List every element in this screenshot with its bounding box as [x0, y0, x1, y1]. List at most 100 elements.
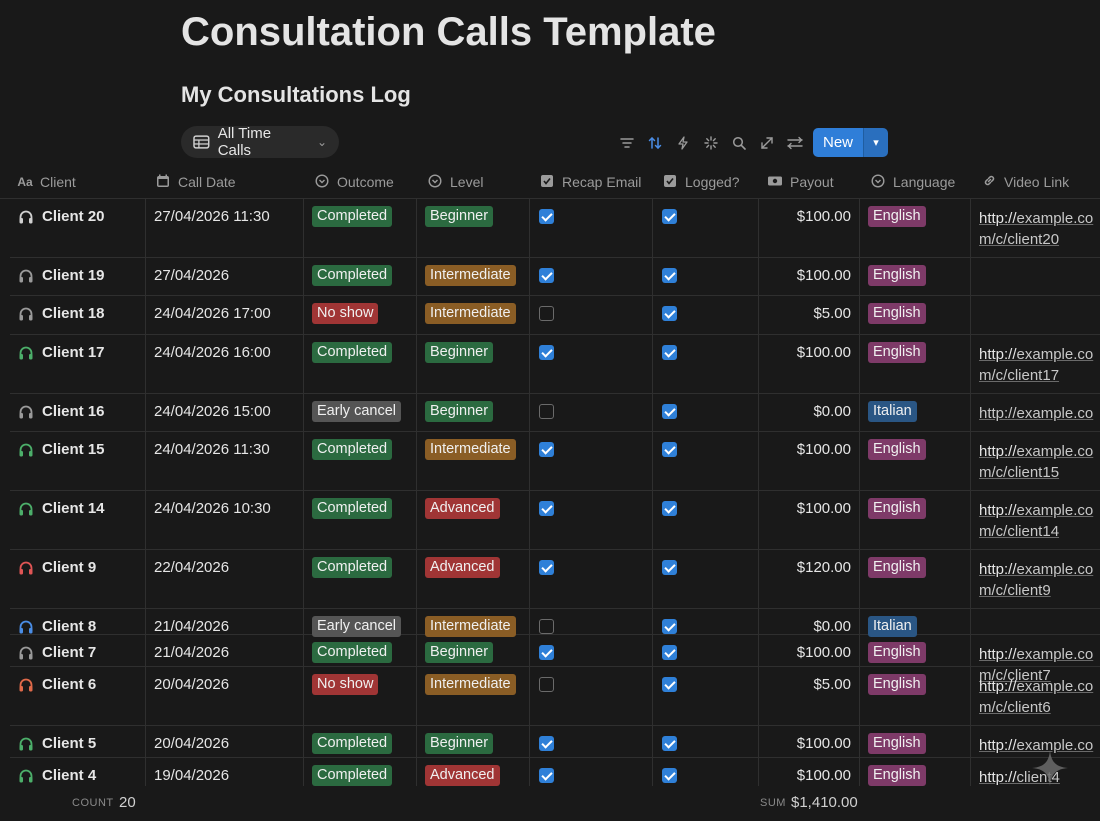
cell-level[interactable]: Intermediate — [417, 257, 530, 295]
cell-language[interactable]: English — [860, 725, 971, 757]
cell-payout[interactable]: $100.00 — [759, 725, 860, 757]
logged-checkbox[interactable] — [662, 645, 677, 660]
cell-call-date[interactable]: 27/04/2026 — [146, 257, 304, 295]
cell-payout[interactable]: $0.00 — [759, 393, 860, 431]
database-title[interactable]: My Consultations Log — [181, 82, 411, 107]
client-name[interactable]: Client 16 — [42, 403, 105, 420]
column-header-recap-email[interactable]: Recap Email — [539, 166, 641, 198]
video-link[interactable]: http://example.com/c/client14 — [979, 500, 1097, 542]
video-link[interactable]: http://example.com/c/client7 — [979, 644, 1097, 686]
cell-payout[interactable]: $120.00 — [759, 549, 860, 608]
cell-language[interactable]: English — [860, 257, 971, 295]
cell-outcome[interactable]: No show — [304, 666, 417, 725]
cell-level[interactable]: Beginner — [417, 393, 530, 431]
column-header-outcome[interactable]: Outcome — [314, 166, 394, 198]
table-row[interactable]: Client 16 24/04/2026 15:00 Early cancel Beg… — [10, 393, 1100, 432]
cell-level[interactable]: Advanced — [417, 549, 530, 608]
cell-language[interactable]: Italian — [860, 393, 971, 431]
cell-level[interactable]: Beginner — [417, 198, 530, 257]
recap-email-checkbox[interactable] — [539, 345, 554, 360]
cell-language[interactable]: English — [860, 431, 971, 490]
cell-level[interactable]: Advanced — [417, 757, 530, 786]
new-dropdown-button[interactable]: ▾ — [863, 128, 889, 157]
filter-icon[interactable] — [613, 129, 641, 157]
cell-call-date[interactable]: 19/04/2026 — [146, 757, 304, 786]
cell-outcome[interactable]: Completed — [304, 634, 417, 666]
cell-video-link[interactable] — [971, 295, 1100, 334]
client-name[interactable]: Client 20 — [42, 208, 105, 225]
table-row[interactable]: Client 19 27/04/2026 Completed Intermediate… — [10, 257, 1100, 296]
cell-call-date[interactable]: 22/04/2026 — [146, 549, 304, 608]
table-row[interactable]: Client 15 24/04/2026 11:30 Completed Interm… — [10, 431, 1100, 491]
cell-call-date[interactable]: 20/04/2026 — [146, 666, 304, 725]
view-selector[interactable]: All Time Calls ⌄ — [181, 125, 339, 159]
table-row[interactable]: Client 20 27/04/2026 11:30 Completed Beginn… — [10, 198, 1100, 258]
column-header-payout[interactable]: Payout — [767, 166, 834, 198]
cell-video-link[interactable] — [971, 608, 1100, 634]
cell-level[interactable]: Intermediate — [417, 608, 530, 637]
cell-call-date[interactable]: 24/04/2026 11:30 — [146, 431, 304, 490]
sum-value[interactable]: $1,410.00 — [791, 794, 858, 811]
cell-call-date[interactable]: 27/04/2026 11:30 — [146, 198, 304, 257]
cell-level[interactable]: Intermediate — [417, 666, 530, 725]
logged-checkbox[interactable] — [662, 501, 677, 516]
client-name[interactable]: Client 9 — [42, 559, 97, 576]
cell-outcome[interactable]: Completed — [304, 198, 417, 257]
column-header-logged[interactable]: Logged? — [662, 166, 740, 198]
client-name[interactable]: Client 6 — [42, 676, 97, 693]
cell-call-date[interactable]: 21/04/2026 — [146, 608, 304, 635]
cell-outcome[interactable]: Completed — [304, 757, 417, 786]
cell-video-link[interactable]: http://example.com/c/client20 — [971, 198, 1100, 257]
recap-email-checkbox[interactable] — [539, 560, 554, 575]
recap-email-checkbox[interactable] — [539, 209, 554, 224]
client-name[interactable]: Client 14 — [42, 500, 105, 517]
recap-email-checkbox[interactable] — [539, 306, 554, 321]
cell-video-link[interactable]: http://example.com/c/client9 — [971, 549, 1100, 608]
table-row[interactable]: Client 5 20/04/2026 Completed Beginner $100.… — [10, 725, 1100, 758]
recap-email-checkbox[interactable] — [539, 768, 554, 783]
cell-video-link[interactable]: http://example.co — [971, 393, 1100, 431]
video-link[interactable]: http://example.com/c/client20 — [979, 208, 1097, 250]
cell-level[interactable]: Intermediate — [417, 431, 530, 490]
table-row[interactable]: Client 14 24/04/2026 10:30 Completed Advanc… — [10, 490, 1100, 550]
cell-language[interactable]: English — [860, 549, 971, 608]
cell-video-link[interactable]: http://example.com/c/client15 — [971, 431, 1100, 490]
column-header-level[interactable]: Level — [427, 166, 483, 198]
logged-checkbox[interactable] — [662, 345, 677, 360]
client-name[interactable]: Client 15 — [42, 441, 105, 458]
recap-email-checkbox[interactable] — [539, 677, 554, 692]
cell-language[interactable]: Italian — [860, 608, 971, 637]
video-link[interactable]: http://example.com/c/client17 — [979, 344, 1097, 386]
logged-checkbox[interactable] — [662, 306, 677, 321]
logged-checkbox[interactable] — [662, 404, 677, 419]
cell-call-date[interactable]: 24/04/2026 15:00 — [146, 393, 304, 431]
logged-checkbox[interactable] — [662, 560, 677, 575]
cell-payout[interactable]: $5.00 — [759, 295, 860, 334]
video-link[interactable]: http://example.com/c/client15 — [979, 441, 1097, 483]
recap-email-checkbox[interactable] — [539, 442, 554, 457]
column-header-call-date[interactable]: Call Date — [155, 166, 236, 198]
recap-email-checkbox[interactable] — [539, 404, 554, 419]
table-row[interactable]: Client 18 24/04/2026 17:00 No show Intermed… — [10, 295, 1100, 335]
sparkle-icon[interactable] — [697, 129, 725, 157]
cell-level[interactable]: Advanced — [417, 490, 530, 549]
logged-checkbox[interactable] — [662, 677, 677, 692]
column-header-language[interactable]: Language — [870, 166, 955, 198]
cell-payout[interactable]: $100.00 — [759, 257, 860, 295]
column-header-video-link[interactable]: Video Link — [981, 166, 1069, 198]
cell-call-date[interactable]: 24/04/2026 16:00 — [146, 334, 304, 393]
new-button[interactable]: New — [813, 128, 864, 157]
table-row[interactable]: Client 17 24/04/2026 16:00 Completed Beginn… — [10, 334, 1100, 394]
cell-language[interactable]: English — [860, 757, 971, 786]
cell-outcome[interactable]: Completed — [304, 334, 417, 393]
client-name[interactable]: Client 8 — [42, 618, 97, 635]
logged-checkbox[interactable] — [662, 736, 677, 751]
cell-call-date[interactable]: 21/04/2026 — [146, 634, 304, 666]
video-link[interactable]: http://example.com/c/client6 — [979, 676, 1097, 718]
cell-language[interactable]: English — [860, 490, 971, 549]
cell-video-link[interactable]: http://example.co — [971, 725, 1100, 757]
table-row[interactable]: Client 7 21/04/2026 Completed Beginner $100.… — [10, 634, 1100, 684]
client-name[interactable]: Client 7 — [42, 644, 97, 661]
cell-video-link[interactable]: http://example.com/c/client6 — [971, 666, 1100, 725]
cell-payout[interactable]: $0.00 — [759, 608, 860, 635]
